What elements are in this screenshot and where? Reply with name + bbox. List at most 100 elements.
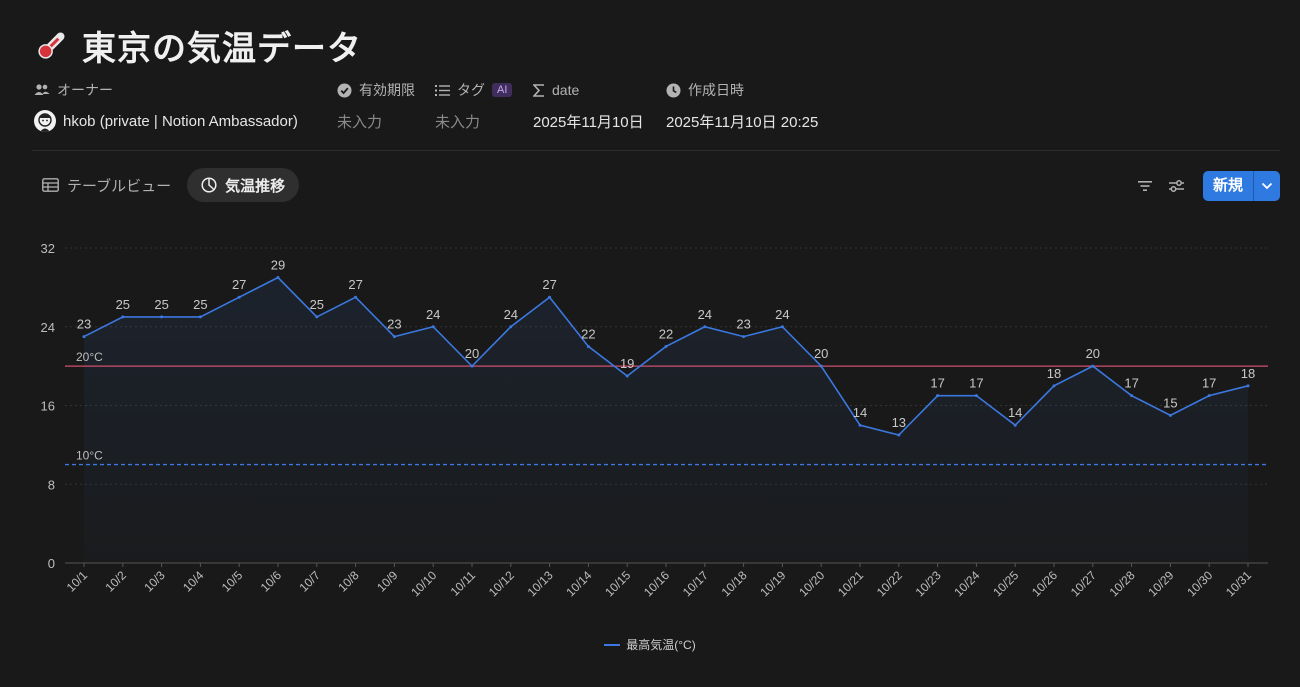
ai-badge: AI <box>492 83 513 97</box>
temperature-line-chart: 0 8 16 24 32 20°C 10°C 23 25 25 25 27 29 25 27 23 24 20 24… <box>41 241 1268 599</box>
data-point <box>742 335 746 339</box>
data-label: 23 <box>77 317 91 332</box>
y-tick-label: 32 <box>41 241 55 256</box>
x-tick-label: 10/26 <box>1029 568 1060 599</box>
new-button-group: 新規 <box>1202 171 1280 201</box>
x-tick-label: 10/9 <box>374 568 401 595</box>
data-label: 20 <box>1086 346 1100 361</box>
new-dropdown-button[interactable] <box>1253 171 1280 201</box>
data-point <box>858 423 862 427</box>
data-point <box>897 433 901 437</box>
page-header: 東京の気温データ <box>32 22 362 68</box>
data-label: 24 <box>426 307 440 322</box>
data-point <box>160 315 164 319</box>
data-point <box>1246 384 1250 388</box>
x-tick-label: 10/15 <box>602 568 633 599</box>
x-tick-label: 10/25 <box>990 568 1021 599</box>
property-created[interactable]: 作成日時 2025年11月10日 20:25 <box>666 80 818 132</box>
data-point <box>1052 384 1056 388</box>
property-tags-value: 未入力 <box>435 113 481 131</box>
tab-table-view-label: テーブルビュー <box>67 177 172 195</box>
data-label: 24 <box>775 307 789 322</box>
data-point <box>470 364 474 368</box>
x-tick-label: 10/24 <box>951 568 982 599</box>
data-point <box>1207 394 1211 398</box>
data-label: 18 <box>1047 366 1061 381</box>
data-label: 25 <box>154 297 168 312</box>
clock-icon <box>666 83 681 97</box>
data-point <box>625 374 629 378</box>
series-area <box>84 277 1248 563</box>
y-tick-label: 0 <box>48 556 55 571</box>
data-point <box>82 335 86 339</box>
property-expiry[interactable]: 有効期限 未入力 <box>337 80 415 132</box>
reference-line-label: 20°C <box>76 350 103 364</box>
new-button[interactable]: 新規 <box>1212 177 1243 194</box>
x-tick-label: 10/1 <box>64 568 91 595</box>
property-tags[interactable]: タグ AI 未入力 <box>435 80 513 132</box>
data-label: 24 <box>698 307 712 322</box>
data-point <box>392 335 396 339</box>
data-point <box>276 276 280 280</box>
data-label: 25 <box>193 297 207 312</box>
pie-chart-icon <box>201 177 217 193</box>
x-tick-label: 10/23 <box>913 568 944 599</box>
property-date-label: date <box>552 82 580 98</box>
x-tick-label: 10/21 <box>835 568 866 599</box>
data-label: 14 <box>853 405 867 420</box>
x-tick-label: 10/3 <box>141 568 168 595</box>
data-label: 22 <box>659 326 673 341</box>
data-point <box>548 295 552 299</box>
tab-table-view[interactable]: テーブルビュー <box>32 168 181 202</box>
view-tabs: テーブルビュー 気温推移 <box>32 167 305 203</box>
property-date[interactable]: date 2025年11月10日 <box>533 80 644 132</box>
x-tick-label: 10/20 <box>796 568 827 599</box>
data-label: 17 <box>930 376 944 391</box>
thermometer-icon[interactable] <box>32 25 72 65</box>
table-icon <box>42 178 59 192</box>
data-point <box>1091 364 1095 368</box>
x-tick-label: 10/19 <box>757 568 788 599</box>
x-tick-label: 10/2 <box>103 568 130 595</box>
data-point <box>819 364 823 368</box>
property-owner-value: hkob (private | Notion Ambassador) <box>63 112 298 130</box>
filter-icon[interactable] <box>1131 172 1159 200</box>
x-tick-label: 10/7 <box>297 568 324 595</box>
x-tick-label: 10/12 <box>486 568 517 599</box>
data-point <box>121 315 125 319</box>
page-title[interactable]: 東京の気温データ <box>82 29 362 68</box>
data-point <box>431 325 435 329</box>
data-label: 25 <box>310 297 324 312</box>
data-point <box>703 325 707 329</box>
x-tick-label: 10/11 <box>448 568 479 599</box>
data-label: 24 <box>504 307 518 322</box>
properties-bar: オーナー hkob (private | Notion Ambassador) … <box>34 80 1274 134</box>
data-point <box>509 325 513 329</box>
tab-temperature-chart[interactable]: 気温推移 <box>187 168 300 202</box>
data-point <box>936 394 940 398</box>
property-expiry-value: 未入力 <box>337 113 383 131</box>
data-label: 18 <box>1241 366 1255 381</box>
verified-badge-icon <box>337 83 352 97</box>
data-label: 27 <box>232 277 246 292</box>
data-label: 13 <box>892 415 906 430</box>
sliders-icon[interactable] <box>1163 172 1191 200</box>
y-tick-label: 24 <box>41 320 55 335</box>
data-label: 29 <box>271 258 285 273</box>
data-point <box>974 394 978 398</box>
chevron-down-icon <box>1261 182 1273 190</box>
x-tick-label: 10/31 <box>1223 568 1254 599</box>
data-label: 22 <box>581 326 595 341</box>
data-label: 17 <box>969 376 983 391</box>
view-toolbar: 新規 <box>1131 171 1280 201</box>
y-tick-label: 8 <box>48 477 55 492</box>
property-expiry-label: 有効期限 <box>359 82 415 98</box>
property-owner[interactable]: オーナー hkob (private | Notion Ambassador) <box>34 80 298 132</box>
property-owner-label: オーナー <box>57 82 113 98</box>
property-created-label: 作成日時 <box>688 82 744 98</box>
x-tick-label: 10/5 <box>219 568 246 595</box>
property-created-value: 2025年11月10日 20:25 <box>666 113 819 131</box>
data-point <box>664 344 668 348</box>
tab-temperature-chart-label: 気温推移 <box>225 177 286 195</box>
x-tick-label: 10/6 <box>258 568 285 595</box>
